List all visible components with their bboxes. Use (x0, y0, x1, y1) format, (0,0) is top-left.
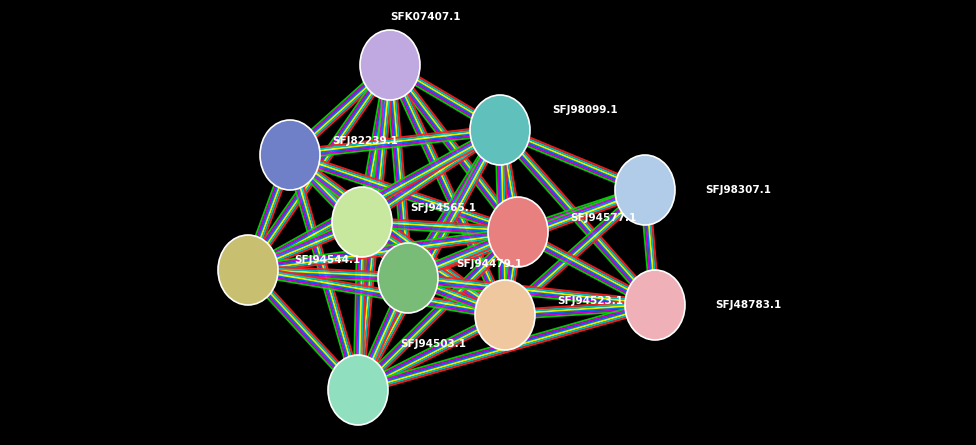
Ellipse shape (260, 120, 320, 190)
Text: SFJ94503.1: SFJ94503.1 (400, 339, 466, 349)
Ellipse shape (218, 235, 278, 305)
Ellipse shape (625, 270, 685, 340)
Ellipse shape (615, 155, 675, 225)
Ellipse shape (488, 197, 548, 267)
Text: SFJ94544.1: SFJ94544.1 (294, 255, 360, 265)
Ellipse shape (360, 30, 420, 100)
Text: SFJ94565.1: SFJ94565.1 (410, 203, 476, 213)
Ellipse shape (475, 280, 535, 350)
Ellipse shape (378, 243, 438, 313)
Text: SFJ94577.1: SFJ94577.1 (570, 213, 636, 223)
Text: SFJ94523.1: SFJ94523.1 (557, 296, 623, 306)
Text: SFJ94479.1: SFJ94479.1 (456, 259, 522, 269)
Text: SFJ98307.1: SFJ98307.1 (705, 185, 771, 195)
Ellipse shape (470, 95, 530, 165)
Text: SFJ82239.1: SFJ82239.1 (332, 136, 398, 146)
Text: SFJ48783.1: SFJ48783.1 (715, 300, 781, 310)
Text: SFJ98099.1: SFJ98099.1 (552, 105, 618, 115)
Ellipse shape (332, 187, 392, 257)
Ellipse shape (328, 355, 388, 425)
Text: SFK07407.1: SFK07407.1 (390, 12, 461, 22)
